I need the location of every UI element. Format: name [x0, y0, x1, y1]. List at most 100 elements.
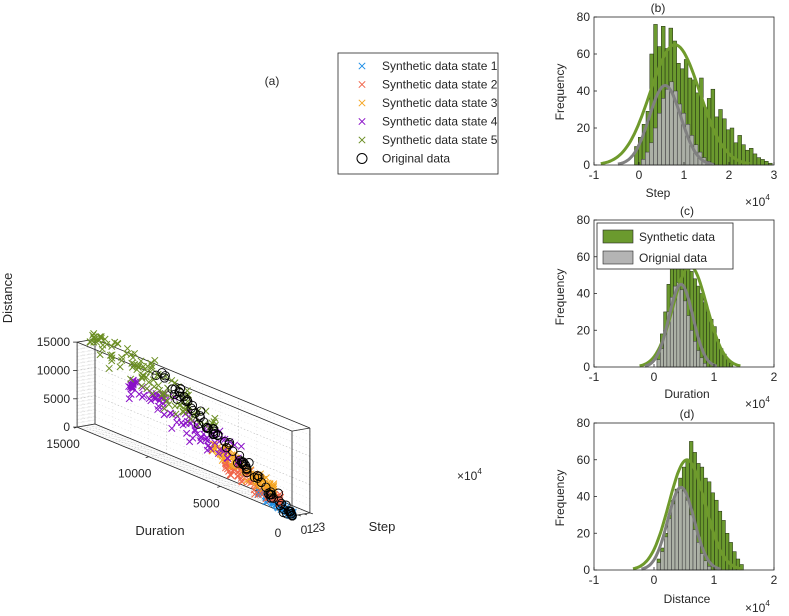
panel-d-exponent-power: 4: [765, 599, 770, 608]
original-data-point: [285, 507, 296, 517]
x-tick-label: 1: [711, 370, 718, 384]
synthetic-state-5-point: [108, 351, 116, 359]
synthetic-fit-curve: [600, 43, 750, 166]
synthetic-state-4-point: [179, 421, 187, 429]
original-bar: [689, 330, 694, 368]
box-edge: [291, 427, 310, 432]
synthetic-state-4-point: [226, 438, 234, 446]
synthetic-state-5-point: [116, 363, 124, 371]
x-tick-label: 0: [651, 573, 658, 587]
synthetic-state-4-point: [214, 449, 222, 458]
legend-label: Synthetic data state 5: [382, 133, 498, 147]
original-bar: [661, 98, 666, 166]
synthetic-state-5-point: [92, 338, 101, 346]
duration-tick: [145, 456, 149, 459]
original-bar: [685, 499, 690, 571]
original-bar: [692, 529, 697, 571]
synthetic-state-5-point: [118, 356, 126, 365]
panel-b-exponent-base: ×10: [745, 195, 766, 209]
synthetic-bar: [729, 127, 735, 166]
original-data-point: [159, 373, 170, 383]
step-tick: [303, 513, 308, 516]
y-tick-label: 60: [577, 453, 591, 467]
legend-label: Synthetic data state 4: [382, 115, 498, 129]
synthetic-bar: [752, 153, 758, 166]
synthetic-bar: [703, 107, 708, 166]
synthetic-bar: [721, 520, 726, 571]
original-data-point: [187, 400, 198, 411]
synthetic-state-4-point: [237, 442, 245, 450]
synthetic-state-4-point: [160, 411, 168, 419]
panel-c-exponent-power: 4: [765, 395, 770, 404]
original-bar: [699, 357, 704, 368]
synthetic-bar: [764, 161, 769, 166]
step-tick: [297, 514, 302, 517]
original-data-point: [169, 389, 180, 400]
original-data-point: [274, 496, 284, 506]
panel-c-exponent-base: ×10: [745, 397, 766, 411]
original-bar: [663, 536, 669, 571]
original-data-point: [175, 391, 185, 401]
synthetic-state-5-point: [179, 407, 187, 415]
legend-label: Synthetic data state 3: [382, 96, 498, 110]
y-tick-label: 20: [577, 526, 591, 540]
synthetic-state-4-point: [168, 424, 176, 432]
original-bar: [660, 551, 665, 571]
original-bar: [696, 542, 701, 571]
y-tick-label: 40: [577, 287, 591, 301]
original-fit-curve: [617, 83, 713, 166]
synthetic-state-5-point: [96, 333, 105, 341]
original-data-point: [261, 482, 271, 492]
original-fit-curve: [641, 485, 721, 571]
original-data-point: [244, 458, 254, 468]
synthetic-state-4-point: [125, 395, 133, 403]
synthetic-state-5-point: [145, 378, 153, 386]
synthetic-state-4-point: [221, 435, 229, 443]
duration-tick: [288, 515, 293, 518]
original-bar: [645, 151, 650, 166]
step-tick-label: 2: [313, 521, 320, 535]
original-data-point: [188, 405, 198, 416]
synthetic-state-4-point: [216, 445, 224, 454]
y-tick-label: 0: [583, 360, 590, 374]
synthetic-state-5-point: [210, 418, 218, 426]
x-tick-label: 0: [636, 168, 643, 182]
panel-d-ylabel: Frequency: [553, 470, 567, 527]
panel-d-title: (d): [680, 407, 695, 421]
panel-a-legend: Synthetic data state 1 Synthetic data sta…: [337, 52, 499, 175]
backwall-gridline: [77, 395, 96, 400]
original-data-point: [157, 368, 167, 378]
x-tick-label: 0: [651, 370, 658, 384]
synthetic-bar: [699, 293, 704, 368]
synthetic-state-5-point: [161, 390, 169, 398]
original-data-point: [241, 461, 251, 471]
synthetic-bar: [717, 510, 723, 571]
original-data-point: [208, 429, 218, 440]
panel-c-ylabel: Frequency: [553, 269, 567, 326]
synthetic-state-5-point: [163, 397, 171, 405]
synthetic-state-4-point: [211, 439, 219, 447]
synthetic-state-3-point: [242, 477, 250, 485]
synthetic-state-5-point: [98, 345, 106, 353]
panel-c-exponent: ×104: [745, 395, 770, 411]
original-bar: [707, 566, 712, 571]
original-data-point: [151, 370, 161, 380]
original-data-point: [209, 429, 219, 439]
legend-marker-5-icon: [358, 136, 366, 144]
floor-gridline: [82, 425, 299, 516]
legend-label: Synthetic data state 2: [382, 78, 498, 92]
synthetic-state-5-point: [162, 372, 170, 381]
x-tick-label: -1: [589, 370, 600, 384]
synthetic-state-5-point: [90, 338, 98, 346]
original-bar: [656, 562, 661, 571]
original-data-point: [196, 406, 206, 416]
synthetic-state-5-point: [139, 362, 147, 371]
panel-b-exponent-power: 4: [765, 193, 770, 202]
synthetic-state-5-point: [108, 357, 116, 365]
x-tick-label: 3: [771, 168, 778, 182]
sidewall-gridline: [94, 352, 310, 443]
original-data-point: [252, 473, 263, 483]
synthetic-state-5-point: [128, 359, 136, 367]
